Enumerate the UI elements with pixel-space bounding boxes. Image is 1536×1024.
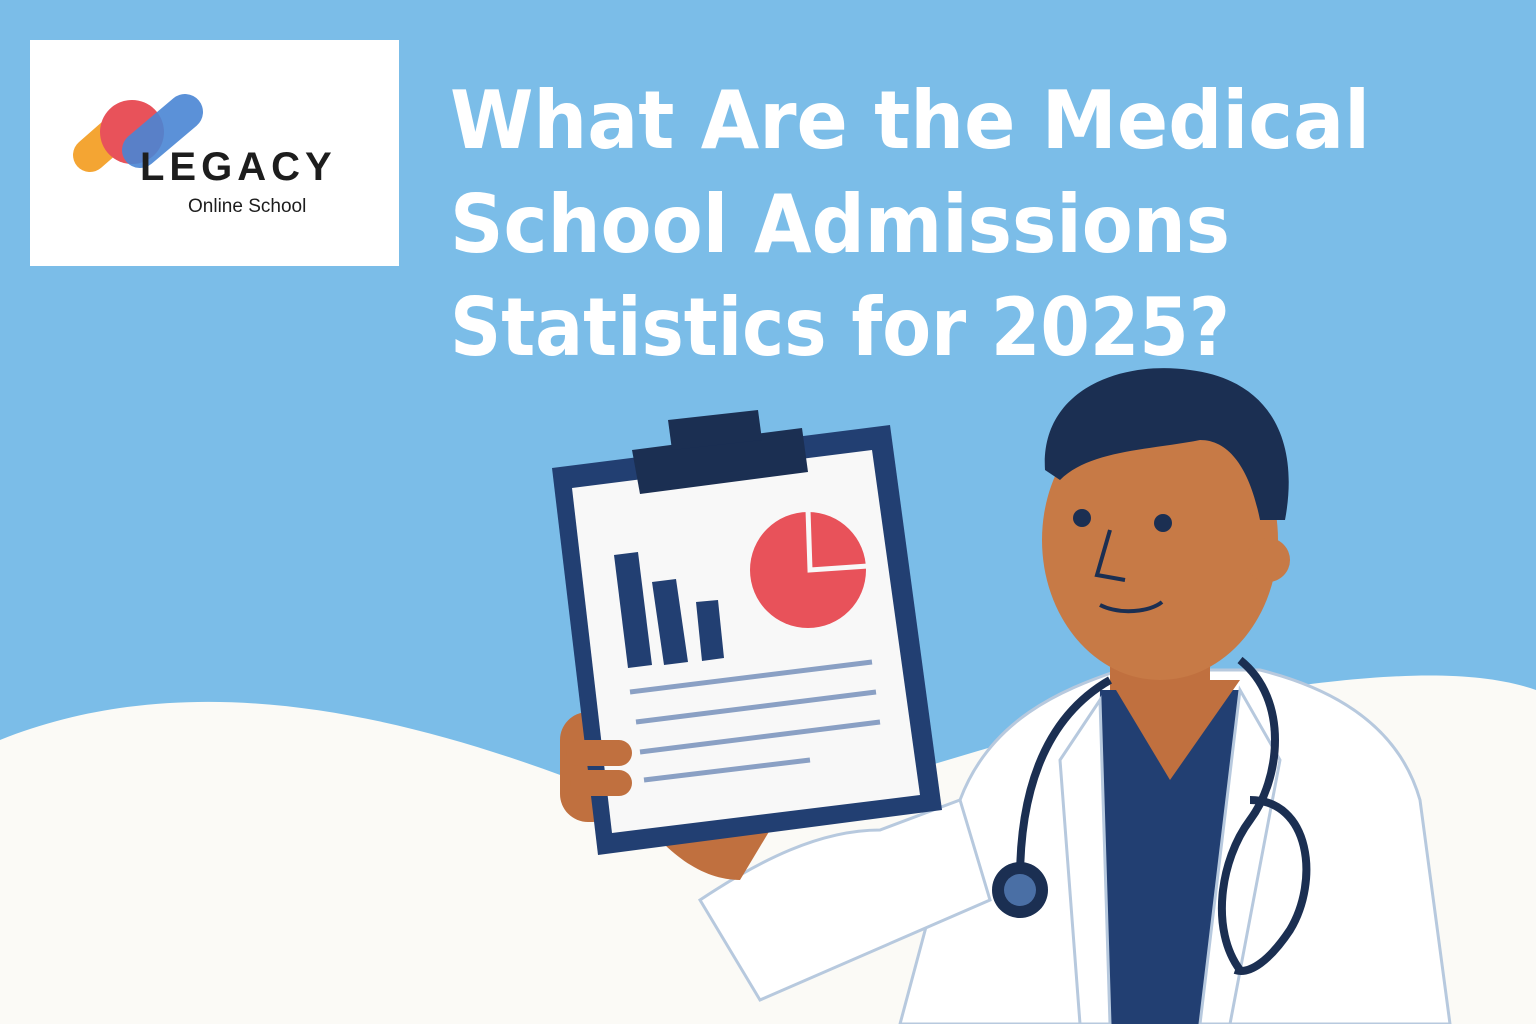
text-line xyxy=(639,719,881,755)
sleeve xyxy=(697,798,992,1002)
mouth xyxy=(1099,600,1164,614)
nose xyxy=(1094,529,1126,582)
icon-bar xyxy=(696,600,724,661)
text-line xyxy=(643,757,811,783)
doctor xyxy=(560,368,1452,1024)
neck xyxy=(1110,680,1240,780)
logo-shape xyxy=(122,94,203,168)
clipboard xyxy=(552,410,942,855)
scrubs xyxy=(1095,690,1240,1024)
title-line: School Admissions xyxy=(450,178,1230,271)
icon-bar xyxy=(614,552,652,668)
lapel xyxy=(1058,695,1112,1024)
logo: LEGACY Online School xyxy=(30,40,399,266)
clipboard-clip xyxy=(668,410,762,450)
lapel xyxy=(1198,685,1282,1024)
text-line xyxy=(635,689,877,725)
ear xyxy=(1246,538,1290,582)
eye xyxy=(1154,514,1172,532)
title-line: What Are the Medical xyxy=(450,74,1370,167)
eye xyxy=(1073,509,1091,527)
logo-name: LEGACY xyxy=(140,145,337,189)
head xyxy=(1042,400,1278,680)
title-line: Statistics for 2025? xyxy=(450,281,1230,374)
logo-tagline: Online School xyxy=(188,196,306,217)
text-line xyxy=(629,659,873,695)
icon-bar xyxy=(652,579,688,665)
stethoscope xyxy=(1016,676,1112,881)
hair xyxy=(1044,368,1289,520)
finger xyxy=(566,740,632,766)
stethoscope xyxy=(1217,656,1279,973)
finger xyxy=(570,770,632,796)
icon-pie-slice xyxy=(805,509,869,573)
stethoscope-head xyxy=(1004,874,1036,906)
stethoscope xyxy=(1233,796,1311,975)
